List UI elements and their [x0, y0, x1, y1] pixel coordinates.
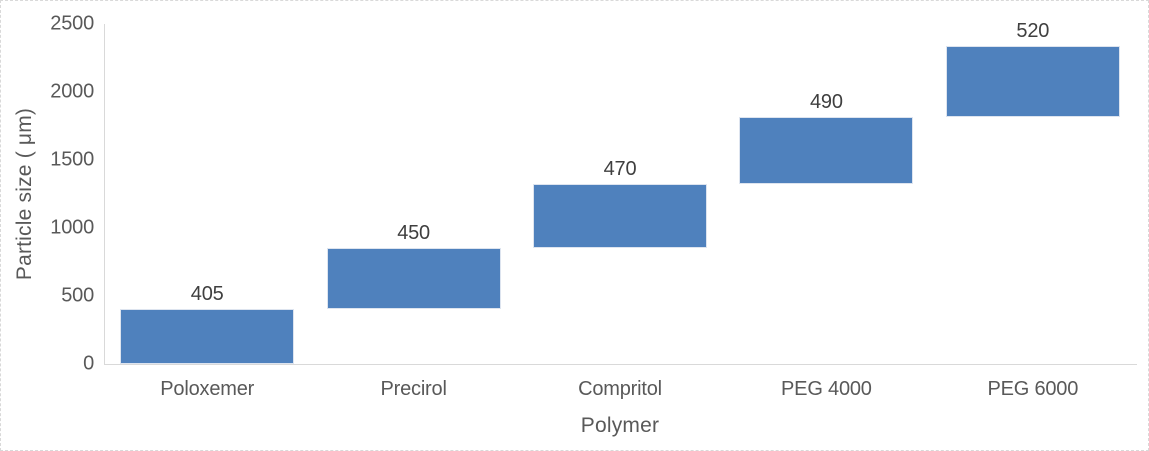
y-tick-label: 500	[61, 284, 94, 307]
bar-peg-6000	[945, 46, 1120, 118]
data-label-compritol: 470	[603, 157, 637, 180]
y-tick-label: 1500	[50, 148, 94, 171]
data-label-poloxemer: 405	[190, 282, 224, 305]
y-tick-label: 2000	[50, 80, 94, 103]
bar-peg-4000	[739, 117, 914, 184]
x-category-label: PEG 6000	[987, 378, 1079, 400]
data-label-precirol: 450	[397, 221, 430, 244]
data-label-peg-6000: 520	[1016, 20, 1050, 43]
x-axis-title: Polymer	[580, 414, 660, 437]
x-category-label: Poloxemer	[160, 378, 255, 400]
plot-area	[104, 24, 1137, 365]
x-category-label: Precirol	[380, 378, 447, 400]
x-category-label: PEG 4000	[781, 378, 872, 400]
y-axis-title: Particle size ( μm)	[13, 107, 36, 281]
data-label-peg-4000: 490	[810, 91, 843, 114]
bar-series: 405 450 470 490 520	[104, 20, 1136, 364]
bar-compritol	[533, 183, 707, 248]
bar-poloxemer	[120, 308, 295, 364]
x-category-label: Compritol	[578, 378, 662, 400]
y-tick-label: 2500	[50, 12, 94, 35]
bar-precirol	[326, 247, 501, 309]
y-tick-label: 1000	[50, 216, 94, 239]
y-tick-label: 0	[83, 352, 94, 375]
